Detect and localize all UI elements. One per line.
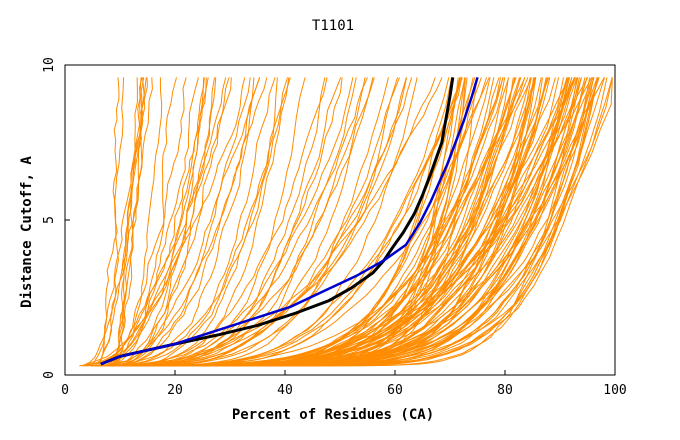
model-curve [107, 77, 413, 367]
model-curve [82, 77, 246, 367]
model-curve [103, 77, 163, 367]
model-curve [120, 77, 290, 367]
model-curve [105, 77, 407, 367]
model-curve [119, 77, 463, 367]
model-curve [104, 77, 260, 367]
highlight-series-black [100, 77, 455, 366]
highlight-series-blue [100, 77, 479, 366]
model-curve [90, 77, 153, 367]
model-curve [108, 77, 215, 367]
model-curve [105, 77, 400, 367]
x-tick-label: 0 [61, 383, 69, 398]
model-curve [181, 77, 569, 367]
chart-title: T1101 [312, 18, 354, 34]
background-models [79, 77, 613, 367]
x-tick-label: 20 [167, 383, 183, 398]
highlight-models [100, 77, 479, 366]
model-curve [104, 77, 199, 367]
model-curve [159, 77, 463, 367]
model-curve [94, 77, 120, 367]
model-curve [102, 77, 328, 367]
model-curve [104, 77, 450, 367]
y-axis-label: Distance Cutoff, A [19, 156, 35, 308]
model-curve [103, 77, 268, 367]
y-axis: 0 5 10 [42, 57, 70, 379]
model-curve [121, 77, 342, 367]
model-curve [110, 77, 147, 367]
model-curve [218, 77, 537, 367]
model-curve [121, 77, 357, 367]
model-curve [96, 77, 436, 367]
model-curve [99, 77, 491, 367]
model-curve [95, 77, 366, 367]
model-curve [96, 77, 276, 367]
x-tick-label: 40 [277, 383, 293, 398]
model-curve [90, 77, 255, 367]
y-tick-label: 5 [42, 216, 57, 224]
model-curve [103, 77, 177, 367]
model-curve [96, 77, 125, 367]
y-tick-label: 10 [42, 57, 57, 73]
model-curve [124, 77, 474, 367]
model-curve [111, 77, 490, 367]
model-curve [119, 77, 306, 367]
model-curve [100, 77, 205, 367]
model-curve [195, 77, 605, 367]
y-tick-label: 0 [42, 371, 57, 379]
model-curve [127, 77, 368, 367]
model-curve [106, 77, 146, 367]
model-curve [116, 77, 230, 367]
model-curve [81, 77, 209, 367]
x-tick-label: 60 [387, 383, 403, 398]
model-curve [82, 77, 354, 367]
x-tick-label: 100 [603, 383, 626, 398]
model-curve [130, 77, 343, 367]
model-curve [83, 77, 288, 367]
x-axis-label: Percent of Residues (CA) [232, 407, 434, 423]
x-axis: 0 20 40 60 80 100 [61, 370, 627, 398]
model-curve [109, 77, 576, 367]
x-tick-label: 80 [497, 383, 513, 398]
model-curve [110, 77, 375, 367]
model-curve [85, 77, 232, 367]
model-curve [159, 77, 560, 367]
